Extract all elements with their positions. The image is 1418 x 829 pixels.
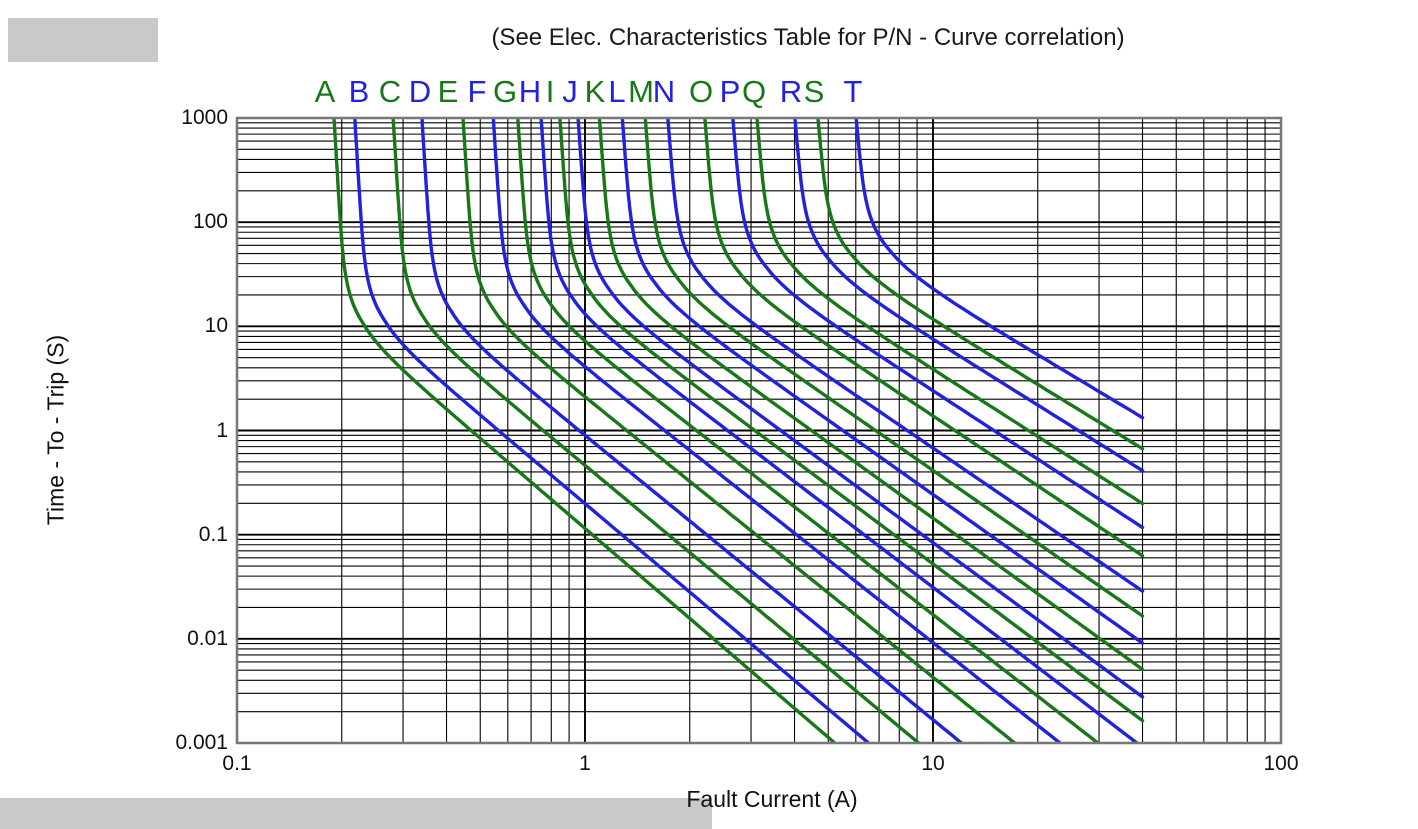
trip-curve-F	[491, 118, 1062, 743]
trip-curve-R	[793, 118, 1145, 473]
trip-curve-J	[576, 118, 1145, 699]
trip-curve-P	[731, 118, 1145, 530]
trip-curve-C	[391, 118, 921, 743]
y-tick-0.01: 0.01	[187, 626, 228, 650]
curve-group	[332, 118, 1145, 743]
trip-curve-S	[816, 118, 1145, 451]
chart-title: (See Elec. Characteristics Table for P/N…	[491, 24, 1125, 51]
trip-curve-M	[643, 118, 1145, 618]
curve-label-C: C	[378, 74, 402, 109]
trip-curve-G	[516, 118, 1100, 743]
curve-label-O: O	[688, 74, 714, 109]
trip-curve-O	[703, 118, 1145, 558]
x-axis-title: Fault Current (A)	[686, 786, 858, 812]
curve-label-A: A	[314, 74, 336, 109]
curve-label-E: E	[437, 74, 459, 109]
y-tick-1: 1	[216, 418, 228, 442]
y-tick-1000: 1000	[181, 106, 228, 129]
y-tick-100: 100	[192, 210, 228, 234]
y-tick-10: 10	[204, 314, 228, 338]
curve-label-I: I	[545, 74, 555, 109]
curve-label-H: H	[518, 74, 542, 109]
curve-label-D: D	[408, 74, 432, 109]
curve-label-B: B	[348, 74, 370, 109]
trip-curve-H	[539, 118, 1139, 743]
curve-label-M: M	[628, 74, 654, 109]
trip-curve-T	[854, 118, 1145, 420]
curve-label-L: L	[608, 74, 626, 109]
x-tick-10: 10	[921, 752, 945, 775]
trip-curve-B	[353, 118, 871, 743]
scan-artifact-top-left	[8, 18, 158, 62]
curve-label-K: K	[584, 74, 606, 109]
trip-curve-A	[332, 118, 837, 743]
x-tick-100: 100	[1263, 752, 1299, 775]
curve-label-N: N	[652, 74, 676, 109]
y-tick-0.001: 0.001	[175, 731, 228, 754]
curve-label-J: J	[562, 74, 578, 109]
curve-label-F: F	[467, 74, 487, 109]
curve-label-G: G	[492, 74, 518, 109]
y-tick-0.1: 0.1	[198, 522, 228, 546]
x-tick-0.1: 0.1	[222, 752, 252, 775]
trip-curve-K	[597, 118, 1145, 672]
trip-curve-I	[558, 118, 1145, 723]
curve-label-P: P	[719, 74, 741, 109]
curve-label-S: S	[803, 74, 825, 109]
x-tick-1: 1	[579, 752, 591, 775]
trip-curve-D	[420, 118, 964, 743]
trip-curve-N	[666, 118, 1145, 593]
trip-curve-Q	[755, 118, 1145, 506]
curve-label-T: T	[843, 74, 863, 109]
scan-artifact-bottom-strip	[0, 798, 712, 829]
curve-label-R: R	[779, 74, 803, 109]
trip-curve-L	[620, 118, 1145, 645]
plot-border	[235, 116, 1283, 745]
curve-label-Q: Q	[741, 74, 767, 109]
trip-curve-E	[461, 118, 1017, 743]
